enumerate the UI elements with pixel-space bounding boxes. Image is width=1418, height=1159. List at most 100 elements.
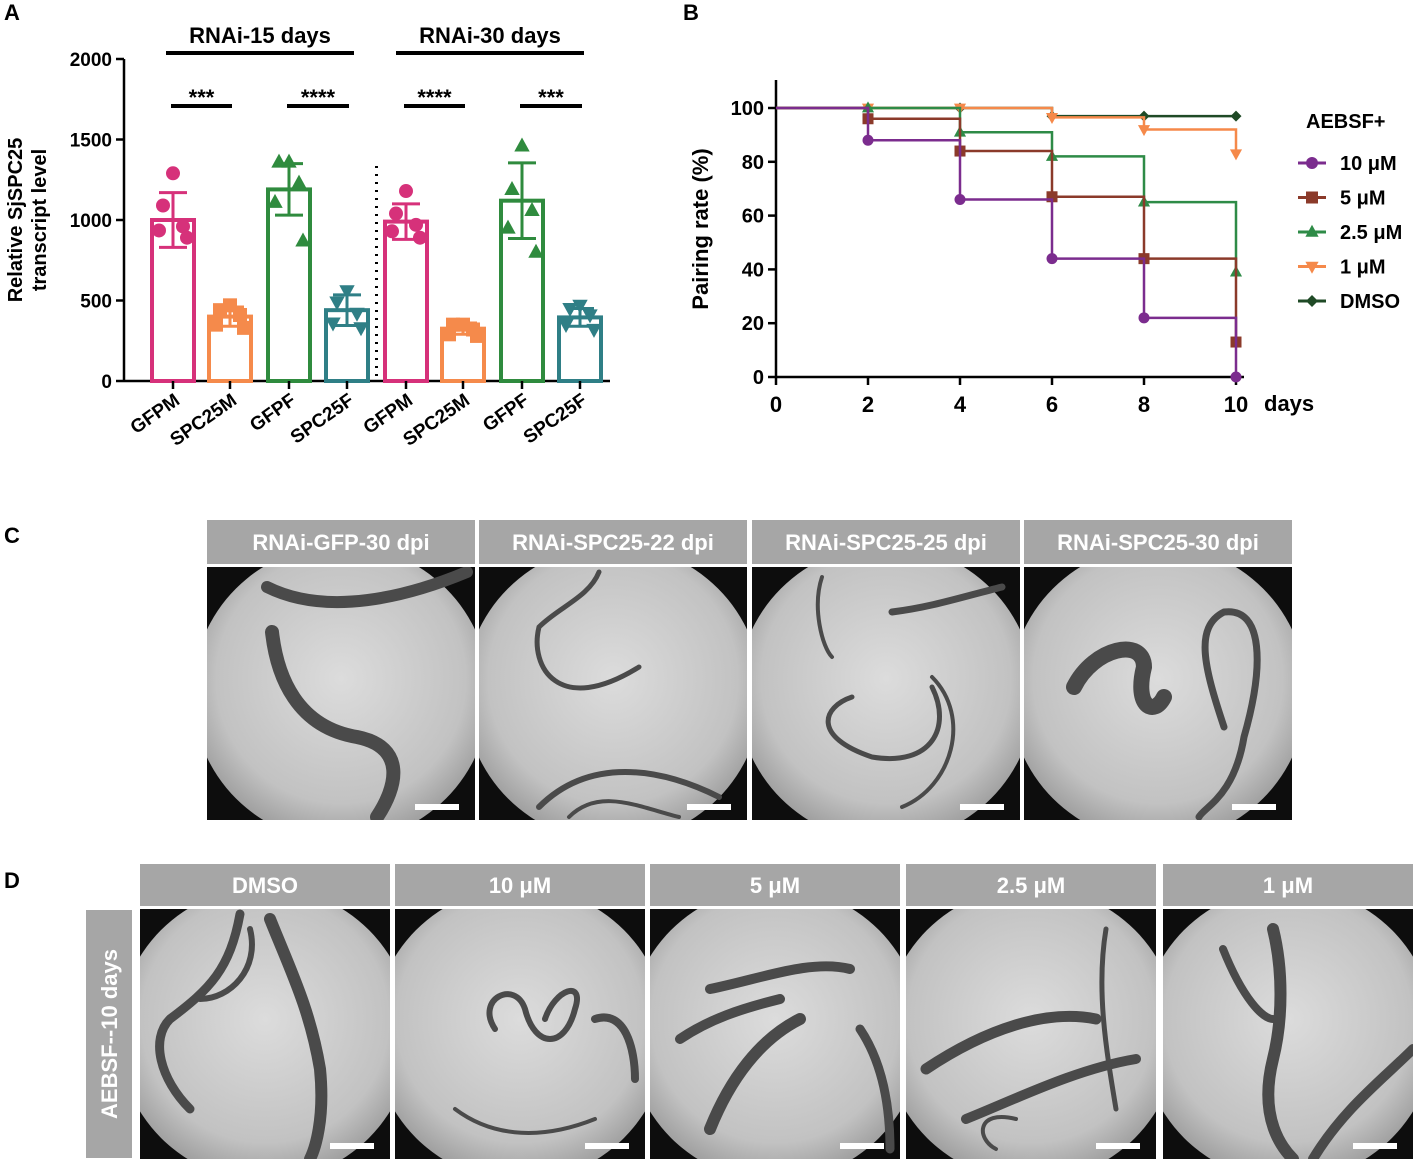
panel-d-micrograph	[1163, 909, 1413, 1159]
panel-c-worm-shape	[815, 575, 834, 659]
panel-d-dish	[906, 909, 1156, 1159]
panel-d-worm-shape	[264, 913, 328, 1159]
panel-c-image-label: RNAi-SPC25-22 dpi	[512, 530, 714, 555]
panel-d-micrograph	[140, 909, 390, 1159]
panel-b-data-point	[1230, 110, 1242, 122]
panel-c-micrograph	[207, 567, 475, 820]
panel-c-worm-shape	[1195, 608, 1261, 820]
panel-d-image-label: DMSO	[232, 873, 298, 898]
panel-a-data-point	[156, 198, 170, 213]
panel-d-worm-shape	[705, 961, 855, 994]
panel-b-y-tick-label: 80	[742, 152, 764, 174]
panel-d-image-tab	[395, 864, 645, 906]
panel-d-worm-shape	[1219, 945, 1277, 1023]
panel-a-data-point	[267, 193, 283, 208]
panel-d-worm-shape	[675, 994, 785, 1044]
panel-b-legend-label: 1 μM	[1340, 257, 1386, 279]
panel-b-legend-label: 2.5 μM	[1340, 222, 1402, 244]
panel-d-dish	[395, 909, 645, 1159]
panel-a-data-point	[442, 327, 456, 342]
panel-c-image-tab	[1024, 520, 1292, 564]
panel-b-ylabel: Pairing rate (%)	[688, 148, 713, 309]
panel-a-data-point	[281, 153, 297, 168]
panel-b-data-point	[1229, 149, 1243, 161]
panel-d-worm-shape	[155, 909, 245, 1114]
panel-a-data-point	[166, 166, 180, 181]
panel-a-significance-stars: ****	[417, 85, 452, 110]
panel-b-data-point	[1230, 371, 1242, 383]
panel-a-data-point	[500, 219, 516, 234]
panel-d-scale-bar	[585, 1143, 629, 1149]
panel-d-worm-shape	[1099, 926, 1119, 1112]
panel-c-image-label: RNAi-GFP-30 dpi	[252, 530, 429, 555]
panel-d-worm-shape	[961, 1054, 1141, 1124]
panel-d-micrograph	[906, 909, 1156, 1159]
panel-c-micrograph	[479, 567, 747, 820]
panel-b-line-chart: Pairing rate (%) days AEBSF+ 02040608010…	[688, 80, 1402, 417]
panel-c-image-tab	[752, 520, 1020, 564]
panel-c-worm-shape	[534, 569, 642, 691]
panel-b-legend-marker	[1306, 191, 1318, 204]
panel-a-data-point	[295, 232, 311, 247]
panel-a-data-point	[339, 285, 355, 300]
panel-a-data-point	[349, 307, 365, 322]
panel-c-worm-shape	[900, 675, 956, 809]
panel-c-worm-shape	[567, 799, 681, 819]
panel-a-data-point	[271, 153, 287, 168]
panel-a-bar-chart: Relative SjSPC25 transcript level RNAi-1…	[5, 23, 610, 451]
panel-b-y-tick-label: 0	[753, 367, 764, 389]
panel-b-x-tick-label: 10	[1224, 392, 1248, 417]
panel-d-scale-bar	[330, 1143, 374, 1149]
panel-d-worm-shape	[1308, 1044, 1413, 1159]
panel-b-data-point	[1138, 312, 1150, 324]
panel-a-data-point	[389, 206, 403, 221]
panel-a-data-point	[209, 317, 223, 332]
panel-b-data-point	[1046, 253, 1058, 265]
panel-a-data-point	[399, 184, 413, 199]
panel-a-y-tick-label: 0	[101, 372, 112, 393]
panel-b-series-line	[776, 106, 1238, 377]
panel-a-data-point	[385, 224, 399, 239]
panel-c-worm-shape	[265, 625, 401, 820]
panel-d-worm-shape	[704, 1013, 806, 1135]
panel-a-data-point	[233, 307, 247, 322]
panel-d-worm-shape	[486, 987, 580, 1042]
panel-b-legend-marker	[1305, 224, 1319, 237]
panel-b-data-point	[1046, 191, 1058, 203]
panel-letter-a: A	[4, 0, 20, 25]
panel-letter-c: C	[4, 523, 20, 548]
panel-c-worm-shape	[825, 684, 942, 761]
panel-d-images: AEBSF--10 days DMSO 10 μM 5 μM 2.5 μM 1 μM	[86, 864, 1413, 1159]
panel-d-worm-shape	[197, 926, 255, 1002]
panel-b-data-point	[1045, 113, 1059, 125]
panel-a-x-tick-label: SPC25F	[520, 390, 591, 448]
panel-d-worm-shape	[855, 1024, 895, 1154]
panel-a-data-point	[237, 320, 251, 335]
panel-a-y-tick-label: 1500	[70, 131, 112, 152]
panel-d-micrograph	[650, 909, 900, 1159]
panel-a-bar	[266, 187, 312, 383]
panel-a-data-point	[586, 323, 602, 338]
panel-d-image-tab	[906, 864, 1156, 906]
panel-a-significance-stars: ***	[189, 85, 215, 110]
panel-d-dish	[140, 909, 390, 1159]
panel-d-scale-bar	[840, 1143, 884, 1149]
panel-b-series-line	[776, 106, 1238, 273]
panel-b-legend-label: DMSO	[1340, 291, 1400, 313]
panel-d-worm-shape	[920, 1011, 1102, 1075]
panel-a-data-point	[514, 137, 530, 152]
panel-a-data-point	[213, 303, 227, 318]
panel-c-image-label: RNAi-SPC25-25 dpi	[785, 530, 987, 555]
panel-c-scale-bar	[415, 804, 459, 810]
panel-a-ylabel-line2: transcript level	[29, 149, 51, 291]
panel-b-x-tick-label: 2	[862, 392, 874, 417]
panel-d-side-tab	[86, 910, 132, 1158]
panel-b-xlabel: days	[1264, 391, 1314, 416]
panel-d-image-label: 1 μM	[1263, 873, 1313, 898]
panel-a-bar	[383, 219, 429, 383]
panel-c-micrograph	[1024, 567, 1292, 820]
panel-d-side-label: AEBSF--10 days	[97, 949, 122, 1119]
panel-d-micrograph	[395, 909, 645, 1159]
panel-a-data-point	[353, 322, 369, 337]
panel-a-data-point	[524, 201, 540, 216]
